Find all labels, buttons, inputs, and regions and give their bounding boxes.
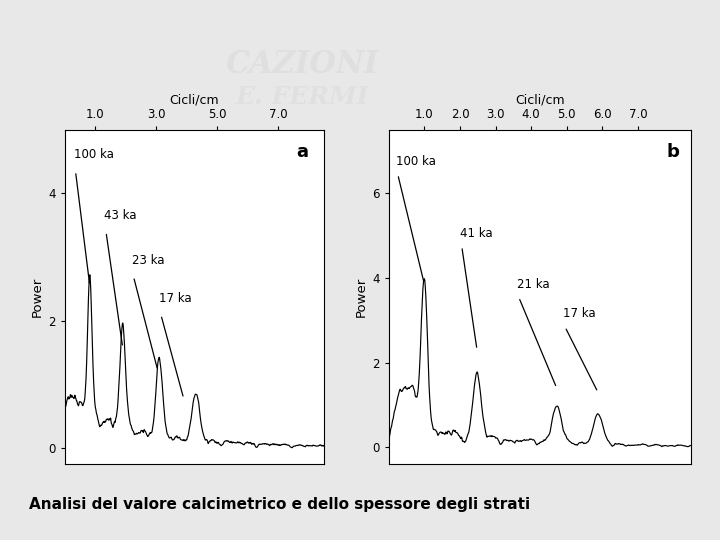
- Y-axis label: Power: Power: [355, 277, 368, 317]
- X-axis label: Cicli/cm: Cicli/cm: [170, 93, 219, 106]
- Text: 23 ka: 23 ka: [132, 254, 164, 267]
- Text: E. FERMI: E. FERMI: [235, 85, 369, 109]
- Text: CAZIONI: CAZIONI: [226, 49, 379, 80]
- Y-axis label: Power: Power: [31, 277, 44, 317]
- X-axis label: Cicli/cm: Cicli/cm: [516, 93, 564, 106]
- Text: 43 ka: 43 ka: [104, 209, 137, 222]
- Text: Analisi del valore calcimetrico e dello spessore degli strati: Analisi del valore calcimetrico e dello …: [29, 497, 530, 512]
- Text: 41 ka: 41 ka: [460, 227, 492, 240]
- Text: a: a: [297, 143, 308, 161]
- Text: 17 ka: 17 ka: [563, 307, 595, 320]
- Text: 100 ka: 100 ka: [396, 155, 436, 168]
- Text: 17 ka: 17 ka: [159, 292, 192, 305]
- Text: 100 ka: 100 ka: [74, 148, 114, 161]
- Text: b: b: [666, 143, 679, 161]
- Text: 21 ka: 21 ka: [517, 278, 549, 291]
